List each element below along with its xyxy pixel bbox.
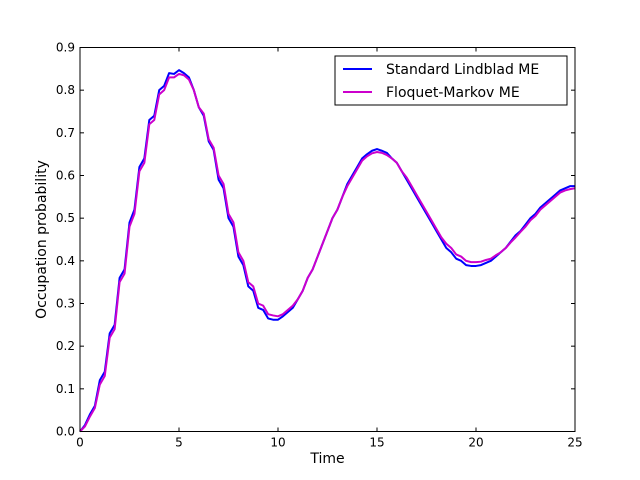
x-axis-label: Time — [309, 451, 344, 467]
x-tick-label: 5 — [175, 436, 183, 450]
y-tick-label: 0.7 — [56, 126, 75, 140]
series-line-floquet-markov — [79, 72, 576, 433]
x-tick-label: 25 — [567, 436, 582, 450]
y-tick-label: 0.8 — [56, 83, 75, 97]
x-axis-ticks: 0 5 10 15 20 25 — [76, 47, 583, 450]
legend-box — [334, 55, 568, 106]
y-tick-label: 0.9 — [56, 41, 75, 55]
y-tick-label: 0.1 — [56, 382, 75, 396]
y-tick-label: 0.3 — [56, 297, 75, 311]
x-tick-label: 0 — [76, 436, 84, 450]
y-axis-label: Occupation probability — [34, 160, 50, 319]
y-tick-label: 0.5 — [56, 211, 75, 225]
x-tick-label: 20 — [468, 436, 483, 450]
y-tick-label: 0.2 — [56, 339, 75, 353]
x-tick-label: 15 — [369, 436, 384, 450]
y-tick-label: 0.0 — [56, 425, 75, 439]
x-tick-label: 10 — [270, 436, 285, 450]
plot-frame — [79, 47, 576, 432]
y-tick-label: 0.6 — [56, 169, 75, 183]
legend: Standard Lindblad ME Floquet-Markov ME — [334, 55, 568, 106]
y-tick-label: 0.4 — [56, 254, 75, 268]
legend-label-standard-lindblad: Standard Lindblad ME — [386, 62, 539, 78]
legend-label-floquet-markov: Floquet-Markov ME — [386, 85, 520, 101]
series-layer — [79, 69, 576, 433]
y-axis-ticks: 0.0 0.1 0.2 0.3 0.4 0.5 0.6 0.7 0.8 0.9 — [56, 41, 575, 439]
